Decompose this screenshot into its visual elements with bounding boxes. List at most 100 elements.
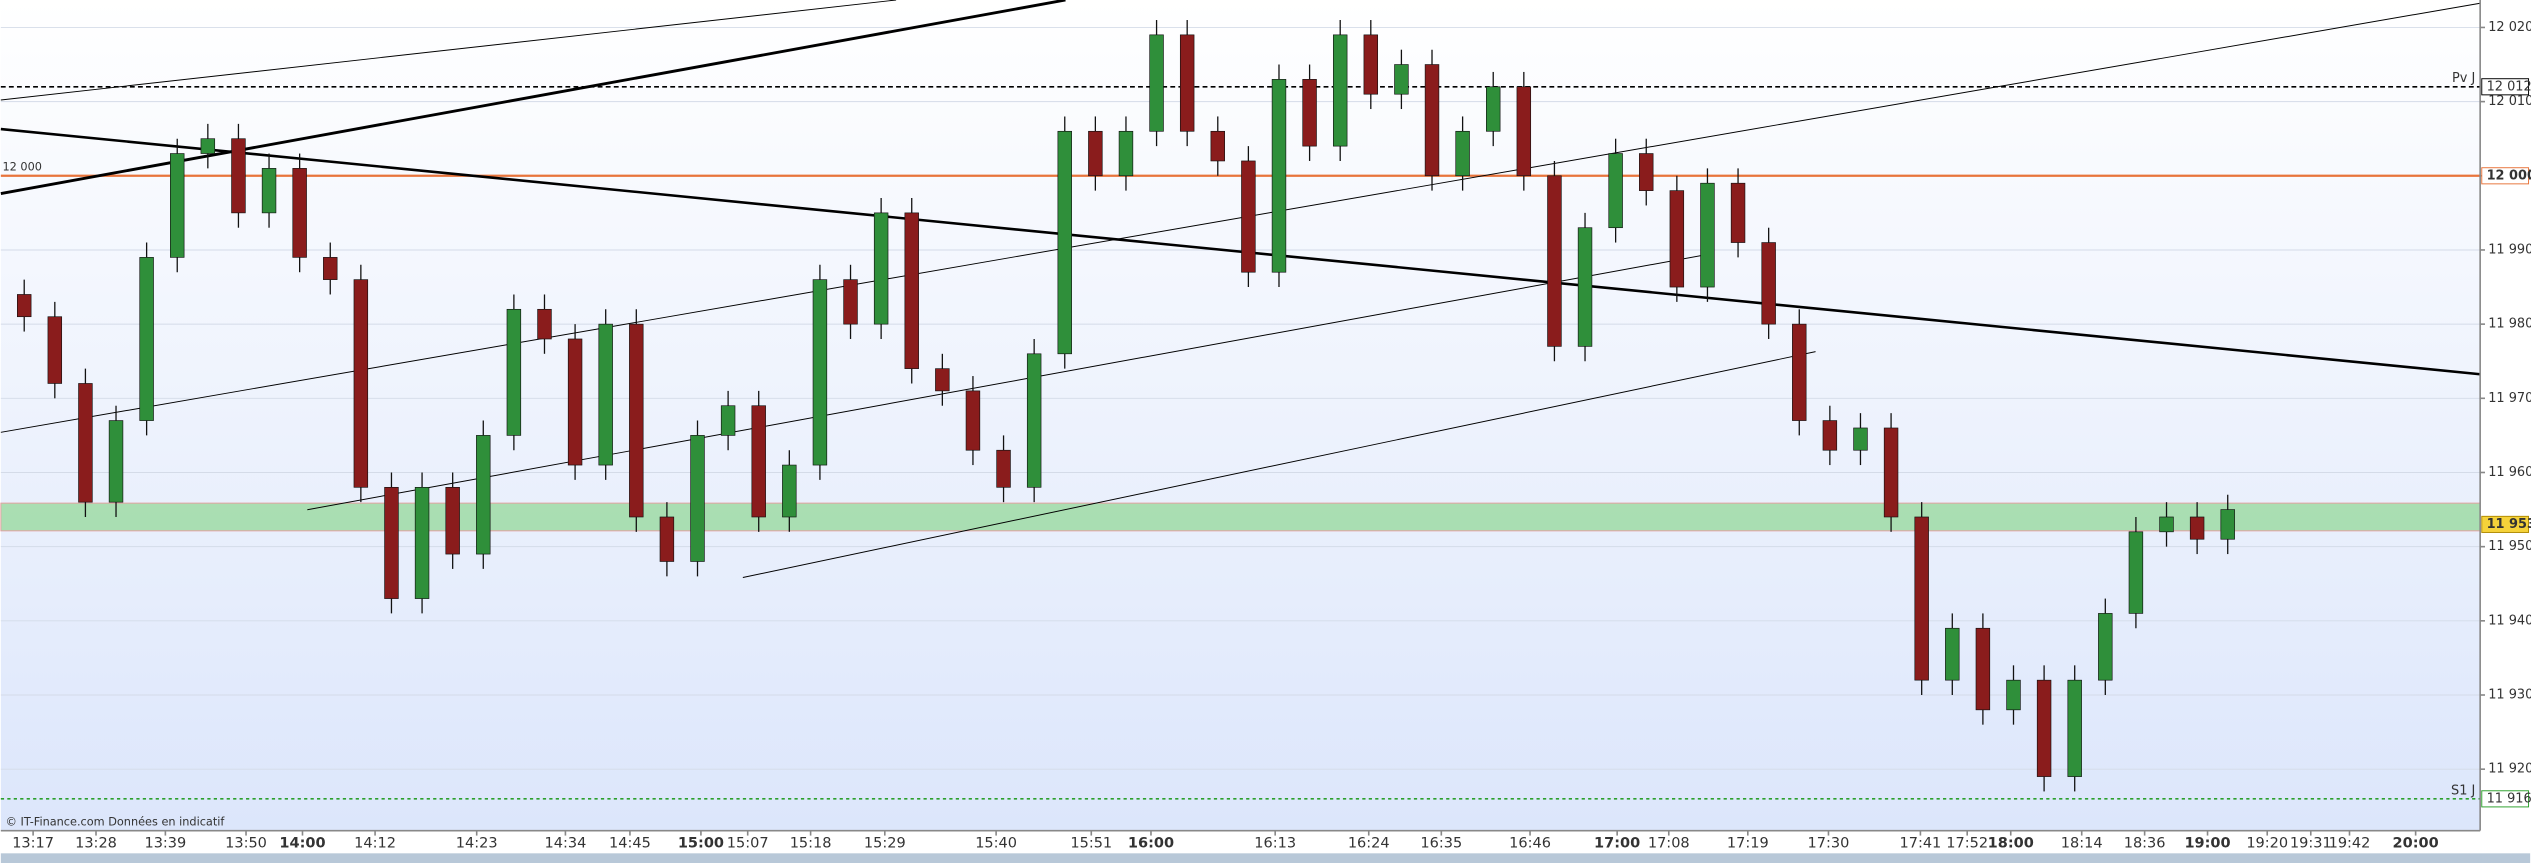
candle-body bbox=[1118, 130, 1134, 177]
x-tick-label: 16:35 bbox=[1420, 836, 1462, 852]
last-price-label: 11 953 bbox=[2487, 517, 2531, 532]
candle-body bbox=[1363, 34, 1379, 95]
trendline bbox=[0, 2, 2481, 433]
x-tick-label: 19:42 bbox=[2329, 836, 2371, 852]
y-axis-area bbox=[2480, 0, 2531, 831]
candle-body bbox=[353, 279, 369, 488]
footer: © IT-Finance.com Données en indicatif bbox=[6, 816, 226, 829]
candle-body bbox=[1577, 227, 1593, 347]
candle-body bbox=[1853, 427, 1868, 451]
candle-body bbox=[1516, 86, 1532, 177]
candle-body bbox=[139, 257, 154, 421]
candle-body bbox=[537, 308, 552, 340]
candle-body bbox=[414, 486, 430, 599]
candle-body bbox=[2067, 679, 2082, 777]
candle-body bbox=[1547, 175, 1562, 347]
candle-body bbox=[1700, 182, 1715, 288]
candle-body bbox=[1302, 79, 1317, 147]
candle-body bbox=[812, 279, 828, 466]
level-box bbox=[2481, 78, 2530, 96]
candle-body bbox=[292, 168, 307, 258]
candle-body bbox=[1669, 190, 1685, 288]
candle-body bbox=[2098, 613, 2113, 681]
level-tag: S1 J bbox=[2451, 783, 2475, 798]
x-tick-label: 17:19 bbox=[1727, 836, 1769, 852]
x-tick-label: 16:13 bbox=[1254, 836, 1296, 852]
candle-body bbox=[108, 420, 124, 503]
level-label: 12 000 bbox=[2487, 168, 2531, 183]
support-band bbox=[0, 502, 2481, 532]
trendline bbox=[0, 0, 897, 101]
candle-body bbox=[1639, 153, 1654, 191]
level-box bbox=[2481, 790, 2530, 808]
candle-body bbox=[1455, 130, 1470, 177]
y-tick-label: 12 010 bbox=[2488, 94, 2531, 109]
y-tick-label: 11 930 bbox=[2488, 688, 2531, 703]
x-tick-label: 18:36 bbox=[2124, 836, 2166, 852]
candle-body bbox=[873, 212, 889, 325]
candle-body bbox=[1761, 242, 1776, 325]
candle-body bbox=[1945, 627, 1960, 681]
x-tick-label: 13:17 bbox=[12, 836, 54, 852]
candle-body bbox=[935, 368, 950, 392]
candle-body bbox=[2036, 679, 2052, 777]
candle-body bbox=[751, 405, 766, 518]
candle-body bbox=[1241, 160, 1256, 273]
candle-body bbox=[1975, 627, 1991, 711]
candle-body bbox=[476, 435, 491, 555]
candle-body bbox=[78, 383, 93, 503]
y-tick-label: 11 940 bbox=[2488, 613, 2531, 628]
trendline bbox=[307, 252, 1715, 511]
x-tick-label: 17:52 bbox=[1946, 836, 1988, 852]
candle-body bbox=[659, 516, 675, 562]
y-tick-label: 11 990 bbox=[2488, 242, 2531, 257]
candle-body bbox=[965, 390, 981, 451]
candle-body bbox=[996, 449, 1011, 488]
x-tick-label: 18:00 bbox=[1988, 836, 2034, 852]
x-tick-label: 18:14 bbox=[2061, 836, 2103, 852]
level-tag: Pv J bbox=[2452, 71, 2475, 86]
level-label: 11 916 bbox=[2487, 791, 2531, 806]
candle-body bbox=[1332, 34, 1348, 147]
candle-body bbox=[1822, 420, 1838, 451]
bottom-strip bbox=[0, 853, 2531, 863]
candle-body bbox=[231, 138, 246, 214]
candle-body bbox=[1179, 34, 1195, 132]
candles bbox=[17, 20, 2235, 792]
x-tick-label: 17:41 bbox=[1900, 836, 1942, 852]
level-box bbox=[2481, 167, 2530, 185]
candle-body bbox=[1914, 516, 1929, 681]
x-tick-label: 14:23 bbox=[456, 836, 498, 852]
candle-body bbox=[1486, 86, 1501, 132]
x-tick-label: 16:24 bbox=[1348, 836, 1390, 852]
x-tick-label: 16:46 bbox=[1509, 836, 1551, 852]
x-tick-label: 15:00 bbox=[678, 836, 724, 852]
y-tick-label: 11 950 bbox=[2488, 539, 2531, 554]
x-tick-label: 19:31 bbox=[2290, 836, 2332, 852]
candle-body bbox=[170, 153, 185, 258]
candle-body bbox=[1608, 153, 1623, 229]
trendline bbox=[0, 127, 2481, 376]
plot-background bbox=[0, 0, 2481, 831]
candle-body bbox=[1271, 79, 1287, 273]
candle-body bbox=[1026, 353, 1042, 488]
candle-body bbox=[323, 257, 338, 280]
candle-body bbox=[2128, 531, 2144, 614]
x-tick-label: 20:00 bbox=[2393, 836, 2439, 852]
x-tick-label: 13:50 bbox=[225, 836, 267, 852]
y-tick-label: 11 970 bbox=[2488, 391, 2531, 406]
x-axis-labels: 13:17 13:28 13:39 13:50 14:00 14:12 14:23 14:34… bbox=[12, 830, 2439, 852]
candle-body bbox=[1149, 34, 1164, 132]
x-tick-label: 19:00 bbox=[2184, 836, 2230, 852]
x-tick-label: 15:40 bbox=[975, 836, 1017, 852]
trendline bbox=[742, 351, 1816, 578]
level-left-label: 12 000 bbox=[2, 161, 41, 174]
candle-body bbox=[629, 323, 644, 518]
x-tick-label: 15:51 bbox=[1070, 836, 1112, 852]
x-tick-label: 15:29 bbox=[864, 836, 906, 852]
candle-body bbox=[1394, 64, 1409, 95]
x-axis-area bbox=[0, 830, 2531, 854]
y-tick-label: 12 020 bbox=[2488, 20, 2531, 35]
y-tick-label: 11 920 bbox=[2488, 762, 2531, 777]
